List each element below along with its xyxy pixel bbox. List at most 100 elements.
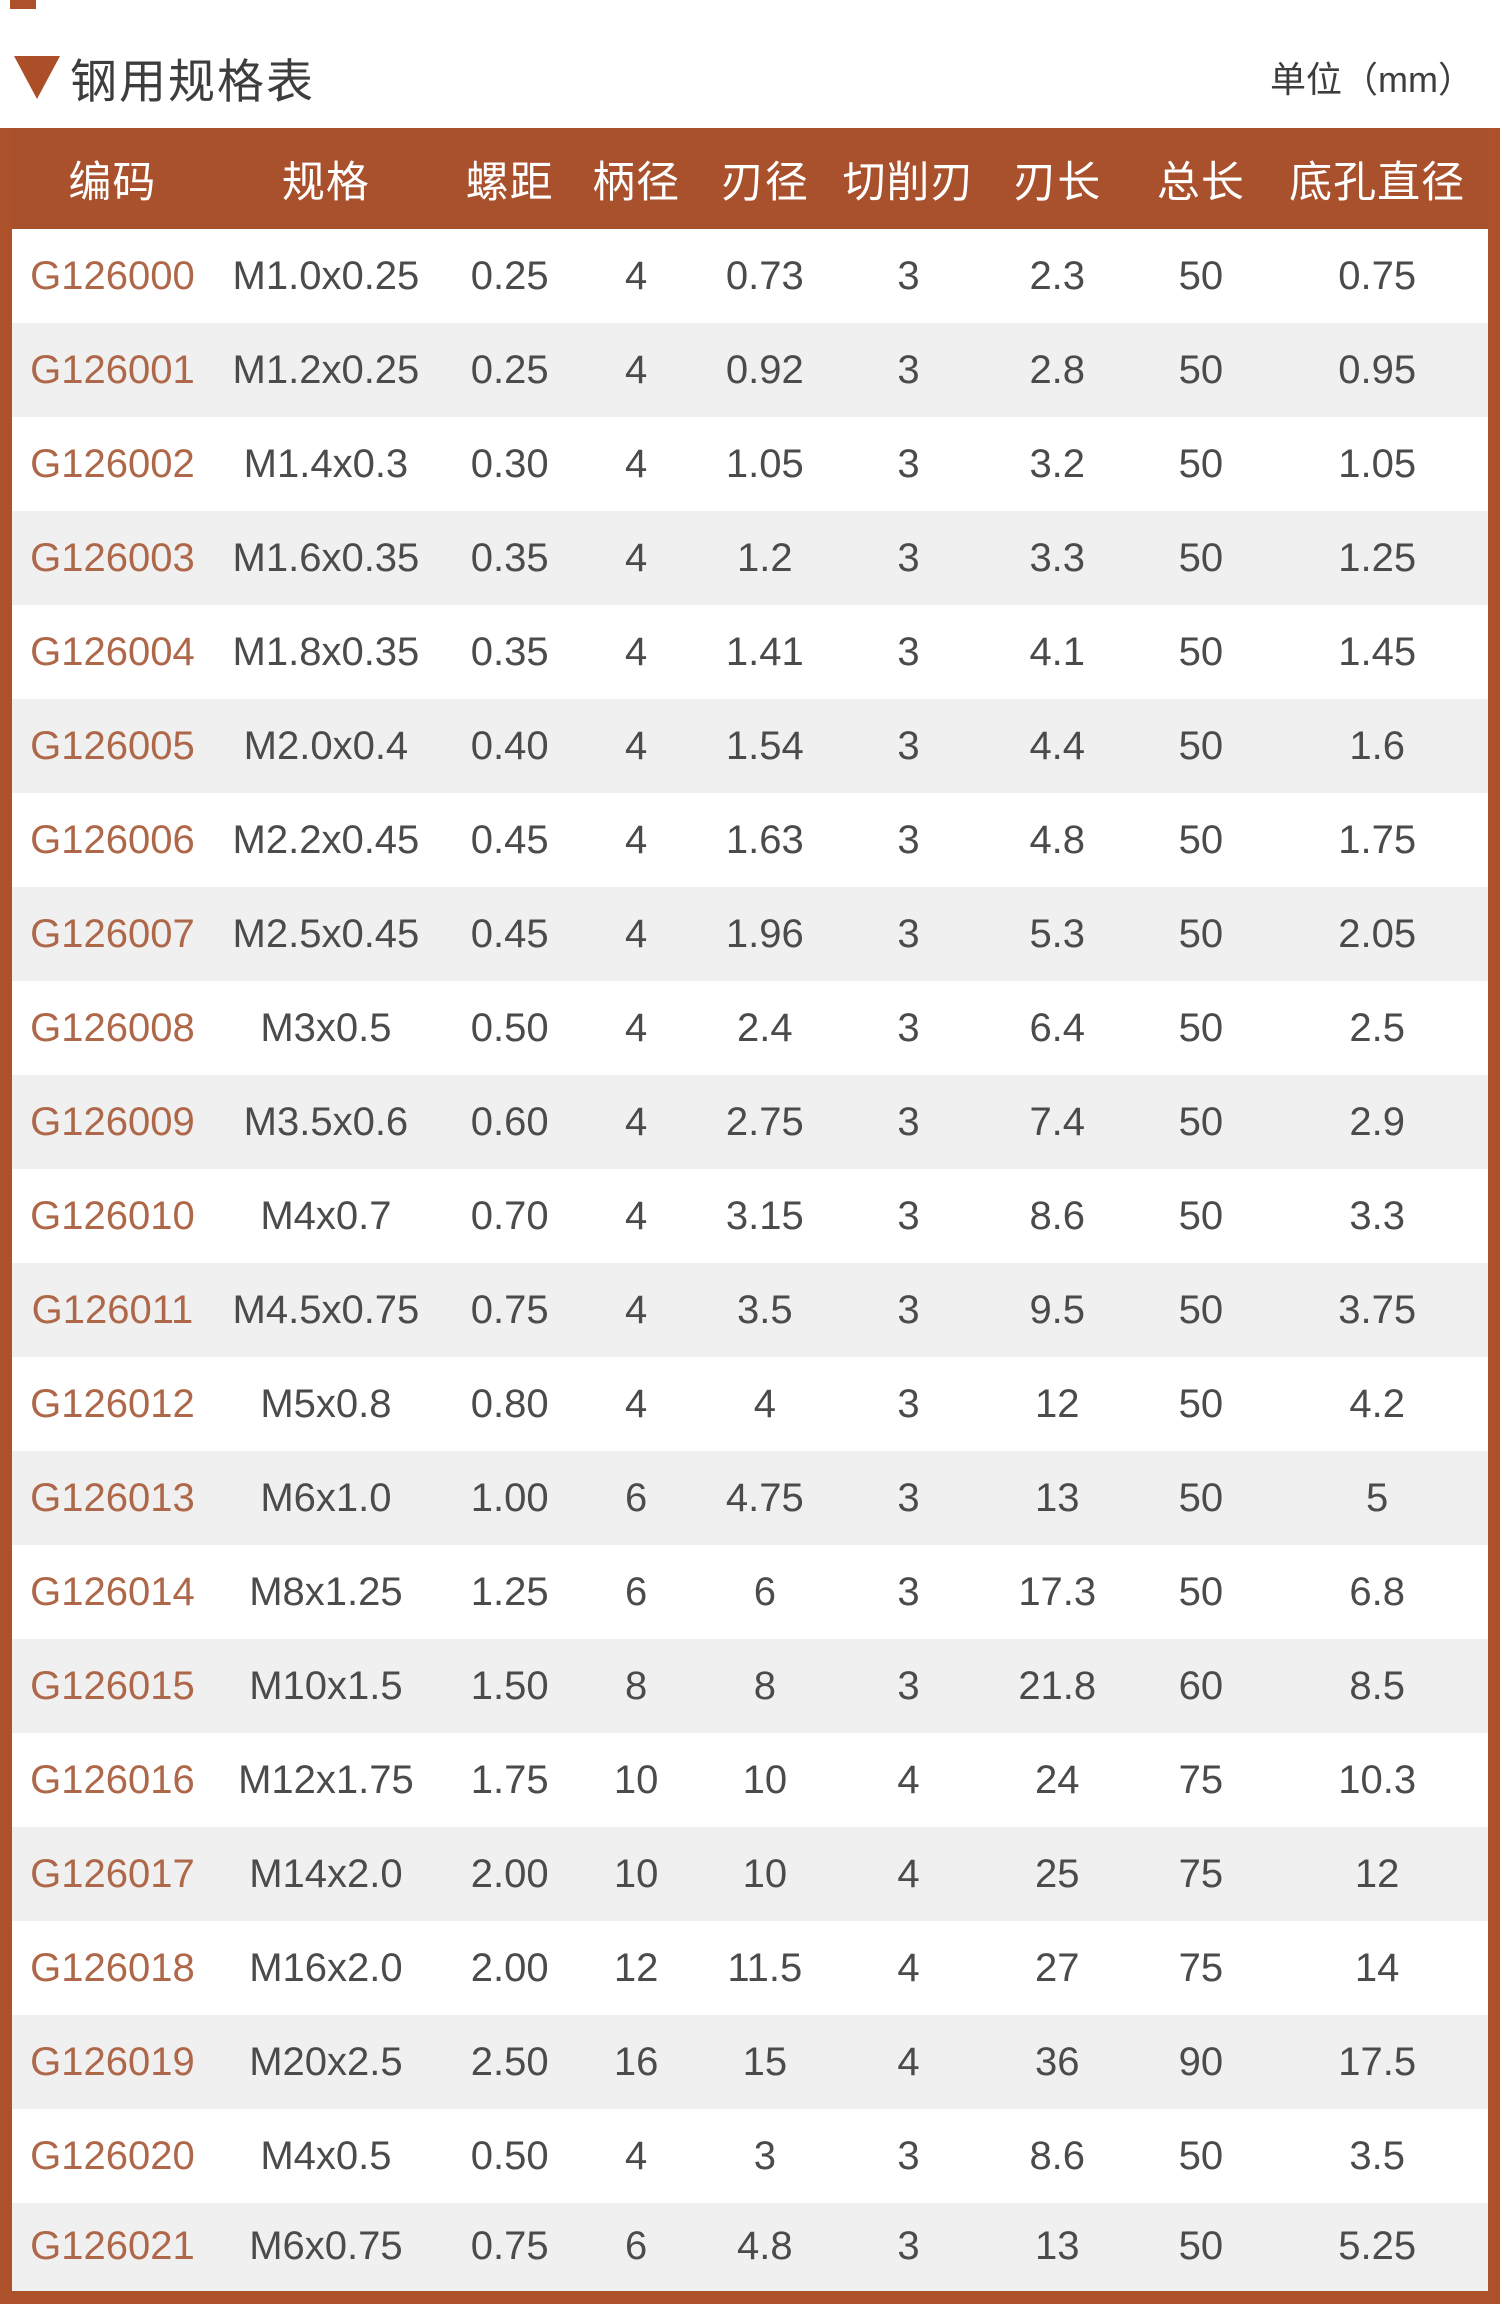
cell-blade-length: 36 (1034, 2039, 1080, 2084)
cell-hole-dia: 5.25 (1338, 2224, 1417, 2269)
cell-pitch: 0.50 (470, 2133, 549, 2178)
cell-shank-dia: 4 (625, 1099, 648, 1144)
cell-code: G126010 (30, 1193, 195, 1238)
cell-blade-dia: 1.54 (725, 723, 804, 768)
cell-cutting-edges: 4 (897, 1757, 920, 1802)
column-header-total-length: 总长 (1156, 158, 1245, 207)
cell-shank-dia: 4 (625, 535, 648, 580)
cell-total-length: 75 (1178, 1851, 1224, 1896)
cell-cutting-edges: 3 (897, 911, 920, 956)
cell-hole-dia: 5 (1366, 1475, 1389, 1520)
table-row: G126015 M10x1.5 1.50 8 8 3 21.8 60 8.5 (6, 1639, 1494, 1733)
cell-total-length: 50 (1178, 1569, 1224, 1614)
cell-code: G126017 (30, 1851, 195, 1896)
cell-shank-dia: 16 (613, 2039, 659, 2084)
cell-hole-dia: 4.2 (1349, 1381, 1405, 1426)
cell-blade-length: 9.5 (1029, 1287, 1086, 1332)
cell-spec: M14x2.0 (249, 1851, 403, 1896)
cell-shank-dia: 4 (625, 347, 648, 392)
cell-code: G126003 (30, 535, 195, 580)
cell-blade-dia: 8 (753, 1663, 776, 1708)
cell-blade-length: 4.1 (1029, 629, 1086, 674)
cell-blade-length: 2.3 (1029, 253, 1086, 298)
table-body: G126000 M1.0x0.25 0.25 4 0.73 3 2.3 50 0.75 G1260… (6, 229, 1494, 2297)
cell-spec: M1.4x0.3 (243, 441, 409, 486)
table-row: G126011 M4.5x0.75 0.75 4 3.5 3 9.5 50 3.75 (6, 1263, 1494, 1357)
cell-spec: M5x0.8 (260, 1381, 392, 1426)
cell-shank-dia: 8 (625, 1663, 648, 1708)
cell-shank-dia: 6 (625, 1475, 648, 1520)
table-row: G126005 M2.0x0.4 0.40 4 1.54 3 4.4 50 1.6 (6, 699, 1494, 793)
cell-cutting-edges: 3 (897, 1569, 920, 1614)
cell-blade-dia: 0.73 (725, 253, 804, 298)
cell-hole-dia: 3.75 (1338, 1287, 1417, 1332)
cell-blade-dia: 10 (742, 1851, 788, 1896)
cell-blade-dia: 2.4 (737, 1005, 793, 1050)
cell-spec: M2.5x0.45 (232, 911, 420, 956)
cell-blade-length: 17.3 (1018, 1569, 1097, 1614)
cell-shank-dia: 4 (625, 1381, 648, 1426)
cell-blade-dia: 2.75 (725, 1099, 804, 1144)
cell-blade-length: 25 (1034, 1851, 1080, 1896)
cell-cutting-edges: 3 (897, 441, 920, 486)
cell-shank-dia: 4 (625, 1287, 648, 1332)
cell-hole-dia: 14 (1354, 1945, 1400, 1990)
cell-total-length: 50 (1178, 629, 1224, 674)
cell-total-length: 90 (1178, 2039, 1224, 2084)
cell-total-length: 50 (1178, 2133, 1224, 2178)
cell-spec: M4.5x0.75 (232, 1287, 420, 1332)
cell-blade-length: 5.3 (1029, 911, 1086, 956)
cell-pitch: 0.80 (470, 1381, 549, 1426)
table-row: G126001 M1.2x0.25 0.25 4 0.92 3 2.8 50 0.95 (6, 323, 1494, 417)
cell-shank-dia: 10 (613, 1757, 659, 1802)
cell-total-length: 50 (1178, 1005, 1224, 1050)
cell-blade-length: 2.8 (1029, 347, 1086, 392)
cell-blade-dia: 1.96 (725, 911, 804, 956)
cell-total-length: 50 (1178, 1193, 1224, 1238)
cell-pitch: 1.00 (470, 1475, 549, 1520)
cell-hole-dia: 2.05 (1338, 911, 1417, 956)
cell-hole-dia: 6.8 (1349, 1569, 1405, 1614)
cell-blade-dia: 1.05 (725, 441, 804, 486)
spec-table: 编码 规格 螺距 柄径 刃径 切削刃 刃长 总长 底孔直径 G126000 M1.0x0.25 0.… (0, 128, 1500, 2304)
cell-hole-dia: 12 (1354, 1851, 1400, 1896)
cell-shank-dia: 4 (625, 911, 648, 956)
table-row: G126007 M2.5x0.45 0.45 4 1.96 3 5.3 50 2.05 (6, 887, 1494, 981)
cell-total-length: 50 (1178, 2224, 1224, 2269)
cell-cutting-edges: 3 (897, 1663, 920, 1708)
cell-code: G126007 (30, 911, 195, 956)
cell-spec: M1.6x0.35 (232, 535, 420, 580)
cell-code: G126001 (30, 347, 195, 392)
cell-cutting-edges: 3 (897, 1005, 920, 1050)
cell-total-length: 50 (1178, 723, 1224, 768)
cell-spec: M1.8x0.35 (232, 629, 420, 674)
table-row: G126014 M8x1.25 1.25 6 6 3 17.3 50 6.8 (6, 1545, 1494, 1639)
table-row: G126018 M16x2.0 2.00 12 11.5 4 27 75 14 (6, 1921, 1494, 2015)
cell-hole-dia: 0.75 (1338, 253, 1417, 298)
cell-code: G126005 (30, 723, 195, 768)
cell-total-length: 50 (1178, 1381, 1224, 1426)
cell-hole-dia: 1.75 (1338, 817, 1417, 862)
cell-shank-dia: 6 (625, 1569, 648, 1614)
table-row: G126019 M20x2.5 2.50 16 15 4 36 90 17.5 (6, 2015, 1494, 2109)
cell-cutting-edges: 3 (897, 2133, 920, 2178)
cell-shank-dia: 4 (625, 1193, 648, 1238)
cell-blade-dia: 4.75 (725, 1475, 804, 1520)
cell-blade-length: 21.8 (1018, 1663, 1097, 1708)
table-row: G126003 M1.6x0.35 0.35 4 1.2 3 3.3 50 1.25 (6, 511, 1494, 605)
cell-cutting-edges: 3 (897, 535, 920, 580)
cell-code: G126014 (30, 1569, 195, 1614)
cell-shank-dia: 4 (625, 723, 648, 768)
cutoff-decoration (10, 0, 36, 9)
cell-pitch: 0.70 (470, 1193, 549, 1238)
cell-cutting-edges: 4 (897, 1851, 920, 1896)
cell-spec: M6x1.0 (260, 1475, 392, 1520)
cell-blade-length: 3.3 (1029, 535, 1086, 580)
cell-blade-dia: 3 (753, 2133, 776, 2178)
cell-spec: M1.0x0.25 (232, 253, 420, 298)
cell-pitch: 0.35 (470, 629, 549, 674)
cell-total-length: 75 (1178, 1757, 1224, 1802)
cell-code: G126011 (31, 1287, 194, 1332)
cell-hole-dia: 8.5 (1349, 1663, 1405, 1708)
